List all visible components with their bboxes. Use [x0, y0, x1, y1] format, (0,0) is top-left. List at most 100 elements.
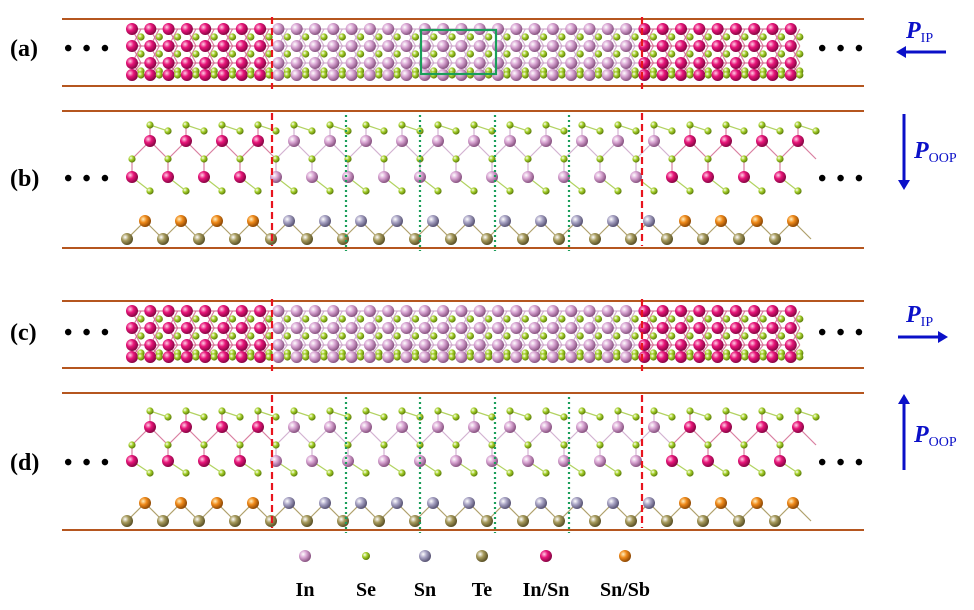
- atom-se-c: [320, 353, 328, 361]
- atom-sn-d: [427, 497, 439, 509]
- atom-se-b: [290, 121, 298, 129]
- atom-a: [546, 69, 559, 81]
- atom-a: [583, 69, 596, 81]
- atom-c: [784, 305, 797, 317]
- atom-se-c: [357, 353, 365, 361]
- atom-c: [473, 351, 486, 363]
- atom-se-b: [794, 121, 802, 129]
- atom-se-b: [326, 121, 334, 129]
- atom-se-d: [506, 407, 514, 415]
- atom-te-b: [553, 233, 565, 245]
- ellipsis-right-a: • • •: [818, 36, 865, 62]
- atom-se-b: [200, 127, 208, 135]
- atom-se-c: [430, 315, 438, 323]
- atom-a: [180, 23, 193, 35]
- atom-a: [638, 40, 651, 52]
- atom-a: [565, 23, 578, 35]
- atom-a: [748, 57, 761, 69]
- atom-se-b: [128, 155, 136, 163]
- atom-c: [144, 351, 157, 363]
- atom-se-c: [741, 332, 749, 340]
- atom-c: [235, 339, 248, 351]
- atom-metal-b: [594, 171, 606, 183]
- atom-se-b: [362, 121, 370, 129]
- atom-se-a: [558, 71, 566, 79]
- atom-se-c: [723, 315, 731, 323]
- atom-metal-d: [342, 455, 354, 467]
- atom-se-d: [596, 413, 604, 421]
- atom-c: [199, 305, 212, 317]
- atom-metal-d: [360, 421, 372, 433]
- atom-se-b: [218, 187, 226, 195]
- atom-se-a: [430, 33, 438, 41]
- atom-se-d: [722, 469, 730, 477]
- atom-a: [272, 23, 285, 35]
- atom-sn-d: [607, 497, 619, 509]
- atom-a: [675, 57, 687, 69]
- atom-metal-b: [288, 135, 300, 147]
- atom-se-a: [485, 33, 493, 41]
- atom-a: [693, 40, 706, 52]
- atom-c: [693, 339, 706, 351]
- atom-a: [711, 40, 724, 52]
- atom-a: [510, 40, 523, 52]
- atom-a: [601, 69, 614, 81]
- svg-text:PIP: PIP: [905, 18, 933, 46]
- atom-se-d: [650, 407, 658, 415]
- atom-se-c: [521, 353, 529, 361]
- atom-se-b: [182, 187, 190, 195]
- atom-metal-b: [684, 135, 696, 147]
- atom-a: [601, 57, 614, 69]
- atom-se-d: [776, 441, 784, 449]
- atom-a: [656, 40, 669, 52]
- atom-se-c: [668, 332, 676, 340]
- atom-c: [254, 339, 267, 351]
- atom-a: [528, 40, 541, 52]
- atom-c: [272, 322, 285, 334]
- atom-se-d: [146, 469, 154, 477]
- atom-c: [546, 339, 559, 351]
- legend: In Se Sn Te In/Sn Sn/Sb: [296, 550, 650, 601]
- atom-c: [565, 339, 578, 351]
- atom-se-c: [375, 353, 383, 361]
- atom-se-d: [488, 441, 496, 449]
- atom-te-d: [445, 515, 457, 527]
- atom-c: [656, 351, 669, 363]
- atom-se-a: [668, 71, 676, 79]
- atom-c: [418, 351, 431, 363]
- atom-se-b: [632, 127, 640, 135]
- atom-se-c: [430, 353, 438, 361]
- atom-c: [309, 351, 321, 363]
- atom-se-a: [576, 71, 584, 79]
- atom-metal-d: [522, 455, 534, 467]
- atom-c: [583, 339, 596, 351]
- atom-se-c: [723, 332, 731, 340]
- atom-se-c: [174, 353, 182, 361]
- atom-sn-d: [283, 497, 295, 509]
- atom-metal-b: [252, 135, 264, 147]
- atom-se-b: [380, 155, 388, 163]
- atom-se-b: [686, 187, 694, 195]
- atom-a: [510, 23, 523, 35]
- atom-metal-d: [594, 455, 606, 467]
- ellipsis-right-d: • • •: [818, 450, 865, 476]
- atom-te-d: [733, 515, 745, 527]
- atom-se-b: [614, 187, 622, 195]
- atom-se-a: [704, 71, 712, 79]
- atom-se-d: [614, 469, 622, 477]
- atom-te-b: [661, 233, 673, 245]
- atom-se-a: [631, 33, 639, 41]
- atom-a: [272, 40, 285, 52]
- atom-sn-b: [427, 215, 439, 227]
- atom-a: [126, 40, 138, 52]
- atom-se-b: [578, 187, 586, 195]
- atom-sn-b: [139, 215, 151, 227]
- atom-se-a: [558, 33, 566, 41]
- atom-se-b: [740, 155, 748, 163]
- atom-a: [327, 57, 340, 69]
- atom-se-a: [668, 50, 676, 58]
- atom-metal-d: [540, 421, 552, 433]
- atom-te-b: [193, 233, 205, 245]
- atom-a: [546, 57, 559, 69]
- atom-se-a: [723, 33, 731, 41]
